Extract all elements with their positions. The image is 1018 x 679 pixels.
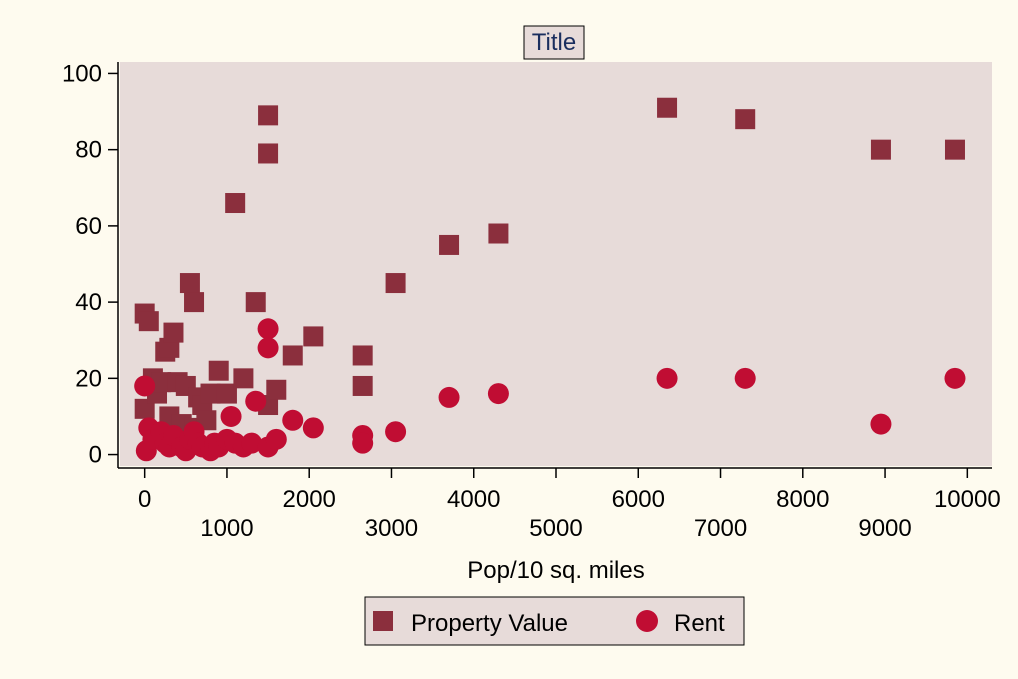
point-property-value (657, 97, 678, 118)
point-property-value (163, 322, 184, 343)
point-property-value (138, 311, 159, 332)
point-property-value (225, 193, 246, 214)
x-tick-label: 4000 (447, 486, 500, 513)
y-tick-label: 100 (62, 60, 102, 87)
x-tick-label: 6000 (612, 486, 665, 513)
point-rent (245, 390, 267, 412)
y-tick-label: 80 (75, 137, 102, 164)
point-rent (220, 405, 242, 427)
point-property-value (944, 139, 965, 160)
x-tick-label: 0 (138, 486, 151, 513)
legend: Property Value Rent (364, 596, 745, 646)
x-tick-label: 10000 (934, 486, 1001, 513)
y-tick-label: 0 (89, 442, 102, 469)
point-property-value (735, 109, 756, 130)
point-property-value (151, 372, 172, 393)
x-axis-ticks: 0 1000 2000 3000 4000 5000 6000 7000 8000 9000 100… (138, 468, 1001, 542)
point-rent (257, 337, 279, 359)
legend-marker-rent (636, 610, 658, 632)
point-rent (265, 428, 287, 450)
y-tick-label: 60 (75, 213, 102, 240)
point-property-value (258, 143, 279, 164)
point-property-value (282, 345, 303, 366)
point-property-value (179, 273, 200, 294)
point-property-value (385, 273, 406, 294)
point-rent (134, 375, 156, 397)
point-property-value (200, 383, 221, 404)
point-rent (656, 367, 678, 389)
point-property-value (245, 292, 266, 313)
x-tick-label: 7000 (694, 515, 747, 542)
x-tick-label: 8000 (776, 486, 829, 513)
x-tick-label: 3000 (365, 515, 418, 542)
point-rent (302, 417, 324, 439)
point-property-value (488, 223, 509, 244)
point-property-value (266, 379, 287, 400)
point-rent (870, 413, 892, 435)
point-rent (438, 386, 460, 408)
chart-title-box (523, 25, 585, 60)
point-property-value (258, 105, 279, 126)
point-rent (385, 421, 407, 443)
legend-marker-property-value (373, 611, 393, 631)
chart-title-group: Title (523, 25, 585, 60)
point-property-value (184, 292, 205, 313)
point-property-value (159, 337, 180, 358)
x-tick-label: 9000 (858, 515, 911, 542)
point-property-value (216, 383, 237, 404)
point-rent (352, 432, 374, 454)
point-rent (282, 409, 304, 431)
legend-label-property-value: Property Value (411, 610, 568, 637)
point-rent (257, 318, 279, 340)
point-rent (241, 432, 263, 454)
point-property-value (208, 360, 229, 381)
point-property-value (352, 345, 373, 366)
legend-label-rent: Rent (674, 610, 725, 637)
point-rent (734, 367, 756, 389)
x-tick-label: 1000 (200, 515, 253, 542)
y-axis-ticks: 0 20 40 60 80 100 (62, 60, 118, 469)
legend-box (364, 596, 745, 646)
x-axis-label: Pop/10 sq. miles (467, 557, 644, 584)
point-rent (944, 367, 966, 389)
chart-title: Title (532, 29, 576, 56)
y-tick-label: 20 (75, 365, 102, 392)
point-property-value (870, 139, 891, 160)
y-tick-label: 40 (75, 289, 102, 316)
point-property-value (134, 398, 155, 419)
point-rent (487, 383, 509, 405)
point-property-value (439, 234, 460, 255)
point-property-value (233, 368, 254, 389)
point-property-value (303, 326, 324, 347)
x-tick-label: 2000 (283, 486, 336, 513)
x-tick-label: 5000 (529, 515, 582, 542)
data-points (134, 97, 966, 462)
point-property-value (352, 375, 373, 396)
